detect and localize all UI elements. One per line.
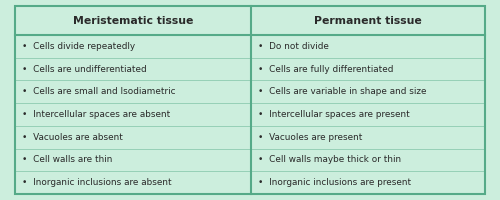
Text: •  Cell walls are thin: • Cell walls are thin	[22, 155, 113, 164]
Text: •  Cells are small and Isodiametric: • Cells are small and Isodiametric	[22, 87, 176, 96]
Text: Permanent tissue: Permanent tissue	[314, 16, 422, 25]
Text: •  Cells are undifferentiated: • Cells are undifferentiated	[22, 65, 147, 74]
Text: •  Intercellular spaces are present: • Intercellular spaces are present	[258, 110, 410, 119]
Text: •  Cells are fully differentiated: • Cells are fully differentiated	[258, 65, 394, 74]
Text: Meristematic tissue: Meristematic tissue	[73, 16, 193, 25]
Text: •  Vacuoles are absent: • Vacuoles are absent	[22, 133, 124, 142]
Text: •  Inorganic inclusions are present: • Inorganic inclusions are present	[258, 178, 412, 187]
Text: •  Inorganic inclusions are absent: • Inorganic inclusions are absent	[22, 178, 172, 187]
Text: •  Vacuoles are present: • Vacuoles are present	[258, 133, 363, 142]
Text: •  Cells divide repeatedly: • Cells divide repeatedly	[22, 42, 136, 51]
Text: •  Cells are variable in shape and size: • Cells are variable in shape and size	[258, 87, 427, 96]
Text: •  Cell walls maybe thick or thin: • Cell walls maybe thick or thin	[258, 155, 402, 164]
Text: •  Do not divide: • Do not divide	[258, 42, 330, 51]
Text: •  Intercellular spaces are absent: • Intercellular spaces are absent	[22, 110, 171, 119]
